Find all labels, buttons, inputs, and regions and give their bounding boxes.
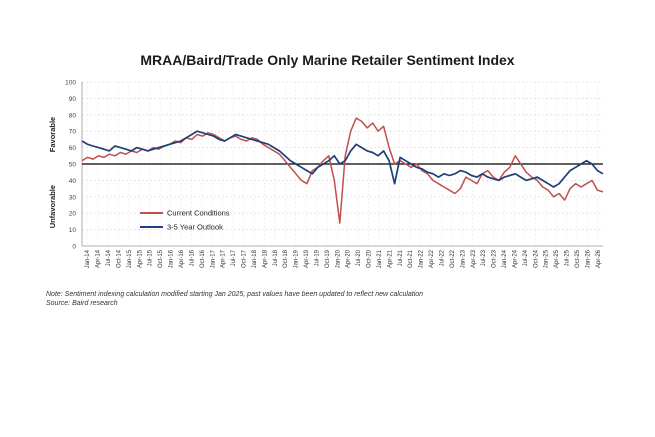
x-tick-label: Jul-14 <box>106 249 112 266</box>
y-tick-label: 30 <box>69 194 77 201</box>
x-tick-label: Apr-16 <box>179 249 185 268</box>
y-tick-label: 50 <box>69 162 77 169</box>
y-tick-label: 60 <box>69 145 77 152</box>
y-tick-label: 100 <box>65 80 76 87</box>
x-tick-label: Jul-24 <box>523 249 529 266</box>
x-tick-label: Oct-24 <box>533 249 539 268</box>
x-tick-label: Oct-22 <box>450 249 456 268</box>
x-tick-label: Jan-22 <box>419 249 425 268</box>
x-tick-label: Jan-20 <box>335 249 341 268</box>
x-tick-label: Apr-18 <box>262 249 268 268</box>
x-tick-label: Jan-16 <box>169 249 175 268</box>
x-tick-label: Jul-16 <box>189 249 195 266</box>
y-tick-label: 70 <box>69 129 77 136</box>
x-tick-label: Oct-23 <box>492 249 498 268</box>
x-tick-label: Jan-17 <box>210 249 216 268</box>
x-tick-label: Jan-24 <box>502 249 508 268</box>
x-tick-label: Jul-23 <box>481 249 487 266</box>
y-tick-label: 20 <box>69 211 77 218</box>
x-tick-label: Oct-18 <box>283 249 289 268</box>
y-label-favorable: Favorable <box>48 117 57 152</box>
x-tick-label: Oct-21 <box>408 249 414 268</box>
x-tick-label: Jan-26 <box>585 249 591 268</box>
chart-note: Note: Sentiment indexing calculation mod… <box>46 291 424 298</box>
x-tick-label: Apr-22 <box>429 249 435 268</box>
x-tick-label: Jul-20 <box>356 249 362 266</box>
x-tick-label: Apr-21 <box>387 249 393 268</box>
series-lines <box>81 117 604 224</box>
x-tick-label: Oct-20 <box>367 249 373 268</box>
x-tick-label: Oct-25 <box>575 249 581 268</box>
x-tick-label: Jan-19 <box>294 249 300 268</box>
x-tick-label: Apr-17 <box>221 249 227 268</box>
x-tick-label: Jul-21 <box>398 249 404 266</box>
legend-label: Current Conditions <box>167 209 230 218</box>
x-tick-label: Apr-14 <box>96 249 102 268</box>
legend-label: 3-5 Year Outlook <box>167 223 223 232</box>
x-tick-label: Apr-24 <box>512 249 518 268</box>
x-tick-label: Apr-19 <box>304 249 310 268</box>
x-tick-label: Oct-15 <box>158 249 164 268</box>
x-tick-label: Apr-15 <box>137 249 143 268</box>
chart-source: Source: Baird research <box>46 300 118 307</box>
x-tick-label: Jul-15 <box>148 249 154 266</box>
x-tick-label: Apr-25 <box>554 249 560 268</box>
x-tick-label: Apr-26 <box>596 249 602 268</box>
x-tick-label: Jan-18 <box>252 249 258 268</box>
x-tick-label: Oct-14 <box>116 249 122 268</box>
y-tick-label: 90 <box>69 96 77 103</box>
x-tick-label: Jul-19 <box>314 249 320 266</box>
x-tick-label: Jan-21 <box>377 249 383 268</box>
x-tick-label: Jan-15 <box>127 249 133 268</box>
y-label-unfavorable: Unfavorable <box>48 185 57 228</box>
y-tick-label: 40 <box>69 178 77 185</box>
x-tick-label: Oct-16 <box>200 249 206 268</box>
x-tick-label: Apr-20 <box>346 249 352 268</box>
x-tick-label: Oct-19 <box>325 249 331 268</box>
chart-title: MRAA/Baird/Trade Only Marine Retailer Se… <box>140 52 515 68</box>
y-tick-label: 10 <box>69 227 77 234</box>
x-tick-label: Jul-22 <box>439 249 445 266</box>
x-tick-label: Jan-23 <box>460 249 466 268</box>
x-tick-label: Jul-25 <box>565 249 571 266</box>
x-tick-label: Jul-18 <box>273 249 279 266</box>
x-tick-label: Jan-14 <box>85 249 91 268</box>
x-tick-label: Jan-25 <box>544 249 550 268</box>
x-tick-label: Jul-17 <box>231 249 237 266</box>
y-tick-label: 80 <box>69 112 77 119</box>
y-tick-label: 0 <box>72 244 76 251</box>
series-line-outlook <box>81 130 604 188</box>
axes: 0 10 20 30 40 50 60 70 80 90 100 Jan-14 Apr-14 Jul-14… <box>48 80 603 268</box>
x-tick-label: Oct-17 <box>242 249 248 268</box>
legend: Current Conditions 3-5 Year Outlook <box>140 209 230 232</box>
x-tick-label: Apr-23 <box>471 249 477 268</box>
